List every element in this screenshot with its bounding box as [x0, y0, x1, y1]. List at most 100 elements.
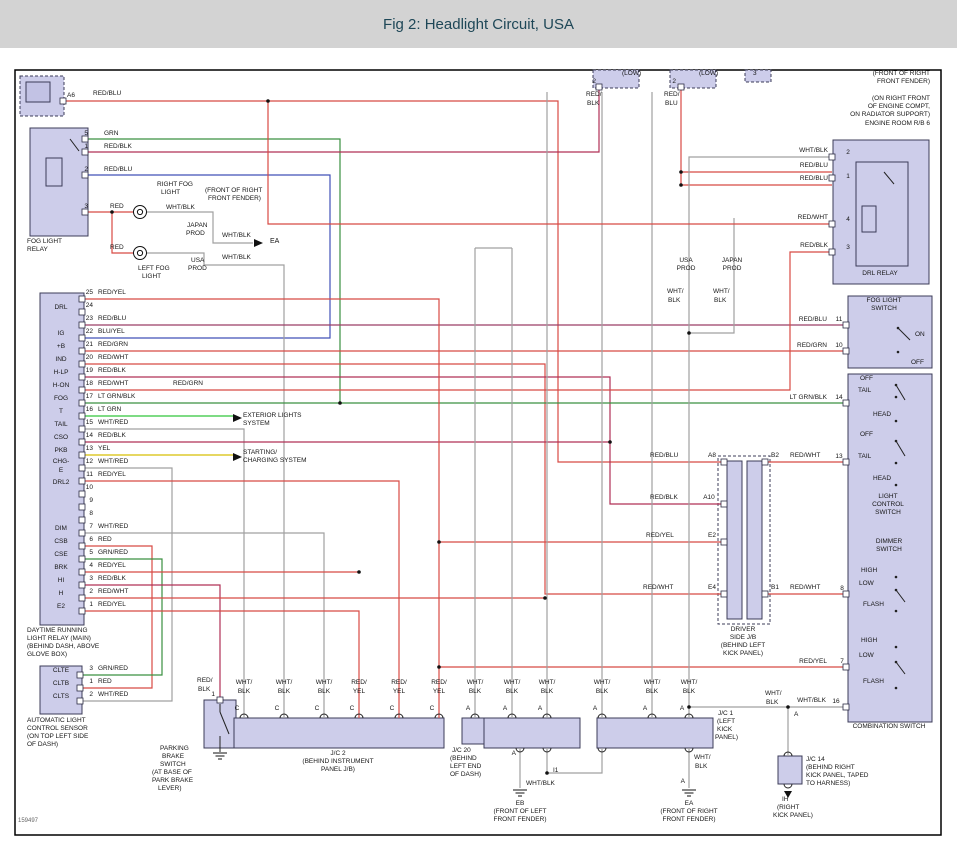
connector-top-3: [744, 69, 772, 83]
connector-arc-icon: [239, 713, 249, 719]
connector-arc-icon: [542, 747, 552, 753]
pin-square: [842, 703, 850, 711]
pin-square: [842, 590, 850, 598]
pin-square: [78, 503, 86, 511]
pin-square: [78, 425, 86, 433]
wire: [895, 589, 906, 603]
ground-icon: [682, 789, 696, 797]
wire: [895, 661, 906, 675]
pin-square: [78, 334, 86, 342]
switch-contact-dot: [894, 483, 898, 487]
wire: [69, 138, 80, 152]
pin-square: [81, 135, 89, 143]
wire: [146, 252, 285, 718]
pin-square: [78, 490, 86, 498]
ground-icon: [213, 752, 227, 760]
wire: [88, 88, 600, 153]
junction-dot: [608, 440, 612, 444]
ground-icon: [513, 789, 527, 797]
switch-contact-dot: [894, 419, 898, 423]
connector-arc-icon: [434, 713, 444, 719]
connector-arc-icon: [783, 751, 793, 757]
pin-square: [78, 308, 86, 316]
switch-contact-dot: [894, 439, 898, 443]
pin-square: [81, 171, 89, 179]
switch-contact-dot: [894, 461, 898, 465]
pin-square: [828, 153, 836, 161]
wire: [84, 610, 360, 718]
switch-contact-dot: [894, 395, 898, 399]
wire: [84, 584, 221, 700]
wire: [546, 748, 603, 774]
wire: [267, 101, 832, 225]
pin-square: [216, 696, 224, 704]
wire: [64, 100, 727, 463]
pin-square: [842, 321, 850, 329]
driver-jb-box: [717, 455, 771, 625]
pin-square: [828, 220, 836, 228]
pin-square: [78, 321, 86, 329]
jc1-box: [596, 717, 714, 749]
junction-dot: [266, 99, 270, 103]
pin-square: [81, 148, 89, 156]
arrow-right-icon: [233, 453, 242, 461]
connector-arc-icon: [507, 713, 517, 719]
pin-square: [720, 538, 728, 546]
pin-square: [720, 590, 728, 598]
switch-contact-dot: [896, 350, 900, 354]
wire: [688, 156, 832, 718]
wire: [84, 363, 724, 595]
pin-square: [78, 438, 86, 446]
wire: [84, 480, 400, 718]
pin-square: [842, 399, 850, 407]
connector-a6-inner: [25, 81, 51, 103]
drl-relay-inner-box: [855, 161, 909, 267]
pin-square: [78, 347, 86, 355]
junction-dot: [357, 570, 361, 574]
jc2-box: [233, 717, 445, 749]
pin-square: [842, 347, 850, 355]
pin-square: [78, 412, 86, 420]
pin-square: [78, 516, 86, 524]
jb-mid-box: [483, 717, 581, 749]
wire: [883, 171, 895, 185]
connector-arc-icon: [597, 713, 607, 719]
junction-dot: [437, 665, 441, 669]
switch-contact-dot: [894, 645, 898, 649]
wire: [84, 428, 245, 718]
junction-dot: [679, 183, 683, 187]
switch-contact-dot: [894, 575, 898, 579]
pin-square: [720, 458, 728, 466]
connector-arc-icon: [279, 713, 289, 719]
fog-light-relay-box: [29, 127, 89, 237]
wire: [82, 558, 163, 676]
fog-lamp-icon: [133, 246, 147, 260]
junction-dot: [687, 331, 691, 335]
wire: [146, 211, 253, 244]
pin-square: [761, 458, 769, 466]
junction-dot: [110, 210, 114, 214]
connector-arc-icon: [542, 713, 552, 719]
pin-square: [59, 97, 67, 105]
drl-main-relay-box: [39, 292, 85, 626]
connector-arc-icon: [684, 747, 694, 753]
light-sensor-box: [39, 665, 83, 715]
switch-contact-dot: [894, 588, 898, 592]
connector-arc-icon: [354, 713, 364, 719]
connector-arc-icon: [515, 747, 525, 753]
figure-title: Fig 2: Headlight Circuit, USA: [383, 15, 574, 33]
switch-contact-dot: [894, 660, 898, 664]
driver-jb-col1: [726, 460, 743, 620]
wire: [84, 251, 832, 391]
connector-arc-icon: [597, 747, 607, 753]
switch-contact-dot: [894, 609, 898, 613]
wire: [88, 138, 341, 403]
pin-square: [761, 590, 769, 598]
connector-arc-icon: [684, 713, 694, 719]
junction-dot: [679, 170, 683, 174]
drl-relay-coil: [861, 205, 877, 233]
combination-switch-box: [847, 373, 933, 723]
wire: [689, 218, 735, 334]
pin-square: [76, 671, 84, 679]
